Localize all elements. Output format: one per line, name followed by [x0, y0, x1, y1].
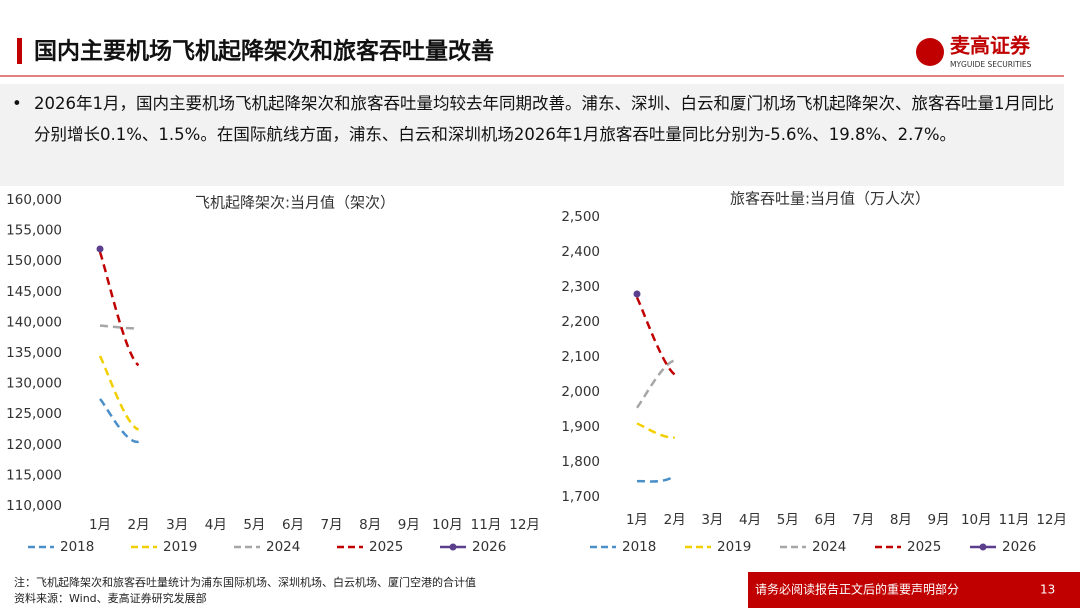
x-tick-label: 12月	[509, 517, 540, 533]
legend-label: 2019	[163, 539, 197, 555]
legend-label: 2019	[717, 539, 751, 555]
x-tick-label: 2月	[128, 517, 150, 533]
legend-dot	[449, 543, 457, 551]
x-tick-label: 3月	[166, 517, 188, 533]
x-tick-label: 1月	[89, 517, 111, 533]
x-tick-label: 7月	[852, 512, 874, 528]
line-series	[99, 398, 139, 443]
x-tick-label: 9月	[398, 517, 420, 533]
title-bar	[17, 38, 22, 64]
chart-title: 旅客吞吐量:当月值（万人次）	[730, 190, 930, 208]
logo-sub: MYGUIDE SECURITIES	[950, 60, 1032, 69]
x-tick-label: 10月	[432, 517, 463, 533]
y-tick-label: 2,100	[561, 349, 600, 365]
x-tick-label: 5月	[777, 512, 799, 528]
page-title: 国内主要机场飞机起降架次和旅客吞吐量改善	[34, 38, 494, 65]
legend-label: 2018	[60, 539, 94, 555]
y-tick-label: 1,700	[561, 489, 600, 505]
y-tick-label: 135,000	[6, 345, 62, 361]
y-tick-label: 1,800	[561, 454, 600, 470]
x-tick-label: 11月	[999, 512, 1030, 528]
x-tick-label: 10月	[961, 512, 992, 528]
line-series	[99, 324, 139, 330]
line-series	[635, 359, 676, 409]
y-tick-label: 130,000	[6, 376, 62, 392]
x-tick-label: 8月	[890, 512, 912, 528]
y-tick-label: 145,000	[6, 284, 62, 300]
page-number: 13	[1040, 583, 1055, 597]
x-tick-label: 2月	[664, 512, 686, 528]
x-tick-label: 4月	[739, 512, 761, 528]
y-tick-label: 115,000	[6, 467, 62, 483]
y-tick-label: 2,500	[561, 209, 600, 225]
x-tick-label: 6月	[282, 517, 304, 533]
x-tick-label: 3月	[701, 512, 723, 528]
x-tick-label: 8月	[359, 517, 381, 533]
x-tick-label: 1月	[626, 512, 648, 528]
legend-dot	[979, 543, 987, 551]
footnote: 注：飞机起降架次和旅客吞吐量统计为浦东国际机场、深圳机场、白云机场、厦门空港的合…	[14, 575, 476, 589]
y-tick-label: 125,000	[6, 406, 62, 422]
y-tick-label: 1,900	[561, 419, 600, 435]
legend-label: 2024	[266, 539, 300, 555]
logo-name: 麦高证券	[950, 34, 1031, 58]
bullet-text: 2026年1月，国内主要机场飞机起降架次和旅客吞吐量均较去年同期改善。浦东、深圳…	[0, 84, 1064, 186]
source: 资料来源：Wind、麦高证券研究发展部	[14, 591, 207, 605]
legend-label: 2025	[907, 539, 941, 555]
y-tick-label: 160,000	[6, 192, 62, 208]
chart-title: 飞机起降架次:当月值（架次）	[195, 194, 395, 212]
legend-label: 2026	[1002, 539, 1036, 555]
legend-label: 2024	[812, 539, 846, 555]
line-series	[636, 474, 676, 483]
footer-band	[748, 572, 1080, 608]
line-series	[98, 355, 140, 431]
x-tick-label: 12月	[1036, 512, 1067, 528]
y-tick-label: 2,300	[561, 279, 600, 295]
point	[633, 290, 641, 298]
disclaimer: 请务必阅读报告正文后的重要声明部分	[755, 582, 959, 597]
x-tick-label: 5月	[243, 517, 265, 533]
y-tick-label: 150,000	[6, 253, 62, 269]
y-tick-label: 2,200	[561, 314, 600, 330]
x-tick-label: 7月	[321, 517, 343, 533]
y-tick-label: 110,000	[6, 498, 62, 514]
point	[96, 245, 104, 253]
line-series	[635, 296, 676, 376]
y-tick-label: 155,000	[6, 223, 62, 239]
y-tick-label: 140,000	[6, 314, 62, 330]
line-series	[98, 251, 140, 367]
y-tick-label: 120,000	[6, 437, 62, 453]
y-tick-label: 2,000	[561, 384, 600, 400]
line-series	[636, 422, 675, 439]
x-tick-label: 6月	[814, 512, 836, 528]
x-tick-label: 11月	[471, 517, 502, 533]
x-tick-label: 4月	[205, 517, 227, 533]
logo-icon	[916, 38, 944, 66]
legend-label: 2026	[472, 539, 506, 555]
y-tick-label: 2,400	[561, 244, 600, 260]
legend-label: 2018	[622, 539, 656, 555]
x-tick-label: 9月	[928, 512, 950, 528]
legend-label: 2025	[369, 539, 403, 555]
